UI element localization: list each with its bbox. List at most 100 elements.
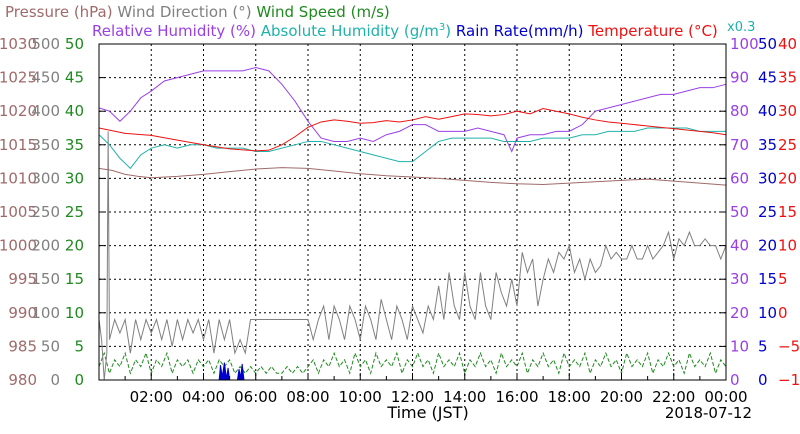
wind-direction-tick-label: 250 bbox=[31, 203, 60, 221]
wind-direction-tick-label: 200 bbox=[31, 237, 60, 255]
wind-direction-tick-label: 300 bbox=[31, 169, 60, 187]
series-wind-direction bbox=[98, 131, 727, 381]
wind-speed-tick-label: 45 bbox=[65, 69, 84, 87]
date-label: 2018-07-12 bbox=[665, 404, 752, 422]
legend-line: Pressure (hPa) Wind Direction (°) Wind S… bbox=[5, 3, 390, 21]
rain-rate-tick-label: 0 bbox=[758, 371, 768, 389]
x-tick-label: 08:00 bbox=[286, 388, 329, 406]
series-absolute-humidity-g-m3 bbox=[98, 127, 726, 170]
x-tick-label: 04:00 bbox=[182, 388, 225, 406]
legend-entry: Temperature (°C) bbox=[584, 22, 718, 40]
scale-note: x0.3 bbox=[727, 20, 755, 35]
wind-speed-tick-label: 0 bbox=[74, 371, 84, 389]
relative-humidity-tick-label: 10 bbox=[730, 337, 749, 355]
legend-entry: Rain Rate(mm/h) bbox=[451, 22, 583, 40]
wind-speed-tick-label: 20 bbox=[65, 237, 84, 255]
temperature-tick-label: 10 bbox=[778, 237, 797, 255]
pressure-tick-label: 1020 bbox=[0, 102, 37, 120]
legend-superscript: 3 bbox=[439, 22, 445, 33]
temperature-tick-label: 40 bbox=[778, 35, 797, 53]
legend-entry: Pressure (hPa) bbox=[5, 3, 113, 21]
temperature-tick-label: 0 bbox=[778, 304, 788, 322]
series-temperature-c bbox=[98, 107, 727, 152]
pressure-tick-label: 1030 bbox=[0, 35, 37, 53]
x-tick-label: 22:00 bbox=[652, 388, 695, 406]
rain-rate-tick-label: 10 bbox=[758, 304, 777, 322]
series-pressure-hpa bbox=[98, 167, 727, 186]
legend-entry: Relative Humidity (%) bbox=[92, 22, 256, 40]
x-tick-label: 00:00 bbox=[704, 388, 747, 406]
rain-rate-tick-label: 50 bbox=[758, 35, 777, 53]
rain-rate-tick-label: 45 bbox=[758, 69, 777, 87]
rain-rate-tick-label: 25 bbox=[758, 203, 777, 221]
relative-humidity-tick-label: 80 bbox=[730, 102, 749, 120]
rain-rate-tick-label: 30 bbox=[758, 169, 777, 187]
wind-direction-tick-label: 500 bbox=[31, 35, 60, 53]
relative-humidity-tick-label: 0 bbox=[730, 371, 740, 389]
temperature-tick-label: 20 bbox=[778, 169, 797, 187]
temperature-tick-label: 35 bbox=[778, 69, 797, 87]
pressure-tick-label: 990 bbox=[8, 304, 37, 322]
wind-speed-tick-label: 35 bbox=[65, 136, 84, 154]
wind-speed-tick-label: 50 bbox=[65, 35, 84, 53]
pressure-tick-label: 1015 bbox=[0, 136, 37, 154]
wind-direction-tick-label: 450 bbox=[31, 69, 60, 87]
x-tick-label: 10:00 bbox=[339, 388, 382, 406]
pressure-tick-label: 1000 bbox=[0, 237, 37, 255]
temperature-tick-label: −5 bbox=[778, 337, 800, 355]
wind-speed-tick-label: 15 bbox=[65, 270, 84, 288]
wind-speed-tick-label: 5 bbox=[74, 337, 84, 355]
rain-rate-tick-label: 5 bbox=[758, 337, 768, 355]
x-tick-label: 02:00 bbox=[130, 388, 173, 406]
pressure-tick-label: 1010 bbox=[0, 169, 37, 187]
legend-entry-tail: ) bbox=[445, 22, 451, 40]
wind-direction-tick-label: 50 bbox=[41, 337, 60, 355]
wind-direction-tick-label: 400 bbox=[31, 102, 60, 120]
relative-humidity-tick-label: 60 bbox=[730, 169, 749, 187]
series-relative-humidity bbox=[98, 67, 727, 153]
temperature-tick-label: −10 bbox=[778, 371, 800, 389]
x-axis: 02:00 04:00 06:00 08:00 10:00 12:00 14:00 16:00… bbox=[124, 373, 748, 406]
x-tick-label: 06:00 bbox=[234, 388, 277, 406]
wind-direction-tick-label: 0 bbox=[50, 371, 60, 389]
temperature-tick-label: 5 bbox=[778, 270, 788, 288]
rain-rate-tick-label: 20 bbox=[758, 237, 777, 255]
temperature-tick-label: 15 bbox=[778, 203, 797, 221]
pressure-tick-label: 1005 bbox=[0, 203, 37, 221]
x-tick-label: 20:00 bbox=[600, 388, 643, 406]
wind-speed-tick-label: 25 bbox=[65, 203, 84, 221]
x-tick-label: 18:00 bbox=[548, 388, 591, 406]
chart-grid bbox=[99, 44, 726, 380]
rain-rate-tick-label: 40 bbox=[758, 102, 777, 120]
legend-entry: Wind Direction (°) bbox=[113, 3, 252, 21]
wind-direction-tick-label: 350 bbox=[31, 136, 60, 154]
pressure-tick-label: 985 bbox=[8, 337, 37, 355]
relative-humidity-tick-label: 20 bbox=[730, 304, 749, 322]
x-tick-label: 16:00 bbox=[495, 388, 538, 406]
x-axis-label: Time (JST) bbox=[386, 403, 468, 422]
rain-rate-tick-label: 35 bbox=[758, 136, 777, 154]
rain-rate-tick-label: 15 bbox=[758, 270, 777, 288]
x-tick-label: 14:00 bbox=[443, 388, 486, 406]
wind-speed-tick-label: 30 bbox=[65, 169, 84, 187]
temperature-tick-label: 25 bbox=[778, 136, 797, 154]
relative-humidity-tick-label: 90 bbox=[730, 69, 749, 87]
wind-direction-tick-label: 150 bbox=[31, 270, 60, 288]
pressure-tick-label: 980 bbox=[8, 371, 37, 389]
legend-line: Relative Humidity (%) Absolute Humidity … bbox=[92, 22, 718, 40]
pressure-tick-label: 995 bbox=[8, 270, 37, 288]
wind-speed-tick-label: 40 bbox=[65, 102, 84, 120]
legend-entry: Wind Speed (m/s) bbox=[252, 3, 390, 21]
legend-entry: Absolute Humidity (g/m bbox=[256, 22, 439, 40]
left-axes: 9809859909951000100510101015102010251030… bbox=[0, 35, 105, 389]
pressure-tick-label: 1025 bbox=[0, 69, 37, 87]
right-axes: 0102030405060708090100051015202530354045… bbox=[720, 35, 800, 389]
x-tick-label: 12:00 bbox=[391, 388, 434, 406]
relative-humidity-tick-label: 50 bbox=[730, 203, 749, 221]
wind-direction-tick-label: 100 bbox=[31, 304, 60, 322]
relative-humidity-tick-label: 70 bbox=[730, 136, 749, 154]
relative-humidity-tick-label: 30 bbox=[730, 270, 749, 288]
relative-humidity-tick-label: 40 bbox=[730, 237, 749, 255]
wind-speed-tick-label: 10 bbox=[65, 304, 84, 322]
